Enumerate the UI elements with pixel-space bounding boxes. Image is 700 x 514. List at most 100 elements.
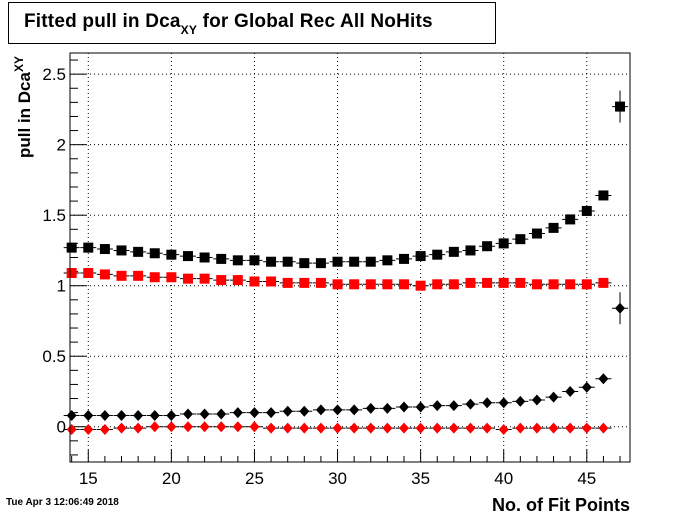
data-point [133,422,144,434]
data-point [166,272,177,283]
data-point [166,249,177,260]
data-point [382,279,393,290]
data-point [83,268,94,279]
series-2 [63,292,629,421]
data-point [615,101,626,112]
data-point [299,277,310,288]
data-point [382,402,393,414]
chart-title-tail: for Global Rec All NoHits [197,11,433,32]
plot-frame [69,52,631,463]
data-point [249,276,260,287]
x-tick-label: 20 [162,469,181,488]
data-point [332,279,343,290]
y-tick-label: 0.5 [42,347,66,366]
data-point [432,279,443,290]
data-point [199,252,210,263]
chart-title-box: Fitted pull in DcaXY for Global Rec All … [8,2,496,44]
data-point [432,249,443,260]
data-point [415,401,426,413]
data-point [448,400,459,412]
data-point [465,277,476,288]
series-0 [63,90,629,269]
data-point [149,272,160,283]
data-point [83,409,94,421]
data-point [66,409,77,421]
data-point [216,421,227,433]
x-tick-label: 45 [577,469,596,488]
data-point [365,422,376,434]
data-point [182,408,193,420]
data-point [199,408,210,420]
data-point [581,279,592,290]
data-point [548,391,559,403]
data-point [332,256,343,267]
data-point [531,228,542,239]
data-point [415,251,426,262]
data-point [415,280,426,291]
data-point [299,422,310,434]
data-point [315,422,326,434]
data-point [282,422,293,434]
data-point [332,404,343,416]
timestamp: Tue Apr 3 12:06:49 2018 [6,497,119,508]
data-point [116,409,127,421]
data-point [266,422,277,434]
data-point [465,245,476,256]
data-point [182,273,193,284]
data-point [482,241,493,252]
data-point [382,422,393,434]
data-point [182,421,193,433]
data-point [216,408,227,420]
data-point [382,255,393,266]
data-point [99,244,110,255]
data-point [565,422,576,434]
x-tick-label: 30 [328,469,347,488]
data-point [598,422,609,434]
data-point [482,277,493,288]
data-point [399,253,410,264]
data-point [133,409,144,421]
y-tick-label: 1.5 [42,206,66,225]
data-point [332,422,343,434]
data-point [282,277,293,288]
data-point [531,394,542,406]
data-point [581,422,592,434]
data-point [116,245,127,256]
data-point [299,258,310,269]
data-point [116,270,127,281]
x-tick-label: 35 [411,469,430,488]
tick-layer: 15 20 25 30 35 40 45 0 0.5 1 1.5 2 2.5 [42,59,621,488]
data-point [199,273,210,284]
data-point [465,422,476,434]
data-point [498,397,509,409]
data-point [315,277,326,288]
data-point [99,409,110,421]
data-point [83,242,94,253]
data-point [182,251,193,262]
x-axis-label: No. of Fit Points [492,495,630,514]
chart-title-subscript: XY [180,23,198,37]
data-point [581,205,592,216]
data-point [149,421,160,433]
y-tick-label: 2.5 [42,65,66,84]
data-point [315,404,326,416]
data-point [515,277,526,288]
data-point [598,373,609,385]
data-point [249,421,260,433]
data-point [282,405,293,417]
data-point [415,422,426,434]
data-point [216,275,227,286]
data-point [531,279,542,290]
data-point [365,402,376,414]
data-point [266,276,277,287]
data-point [365,279,376,290]
data-point [315,258,326,269]
data-point [448,246,459,257]
y-axis-label: pull in DcaXY [12,56,34,158]
data-point [83,424,94,436]
data-point [581,381,592,393]
data-point [548,279,559,290]
data-point [498,424,509,436]
series-3 [63,421,612,436]
